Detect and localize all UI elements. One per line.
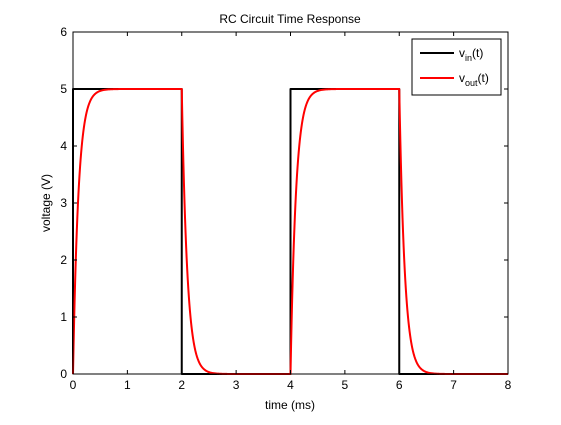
x-axis-label: time (ms) — [265, 398, 315, 412]
y-tick-label: 2 — [60, 253, 67, 267]
y-tick-label: 5 — [60, 82, 67, 96]
y-tick-label: 4 — [60, 139, 67, 153]
legend: vin(t) vout(t) — [412, 39, 501, 95]
x-tick-label: 2 — [178, 378, 185, 392]
x-tick-label: 3 — [233, 378, 240, 392]
x-tick-label: 5 — [342, 378, 349, 392]
x-tick-label: 6 — [396, 378, 403, 392]
legend-box — [412, 39, 501, 95]
y-tick-label: 0 — [60, 367, 67, 381]
y-tick-label: 3 — [60, 196, 67, 210]
chart-title: RC Circuit Time Response — [219, 12, 361, 26]
x-tick-label: 7 — [450, 378, 457, 392]
x-tick-label: 1 — [124, 378, 131, 392]
y-tick-label: 6 — [60, 25, 67, 39]
y-axis-label: voltage (V) — [39, 174, 53, 232]
x-tick-label: 4 — [287, 378, 294, 392]
x-tick-label: 8 — [505, 378, 512, 392]
y-tick-label: 1 — [60, 310, 67, 324]
x-tick-label: 0 — [70, 378, 77, 392]
